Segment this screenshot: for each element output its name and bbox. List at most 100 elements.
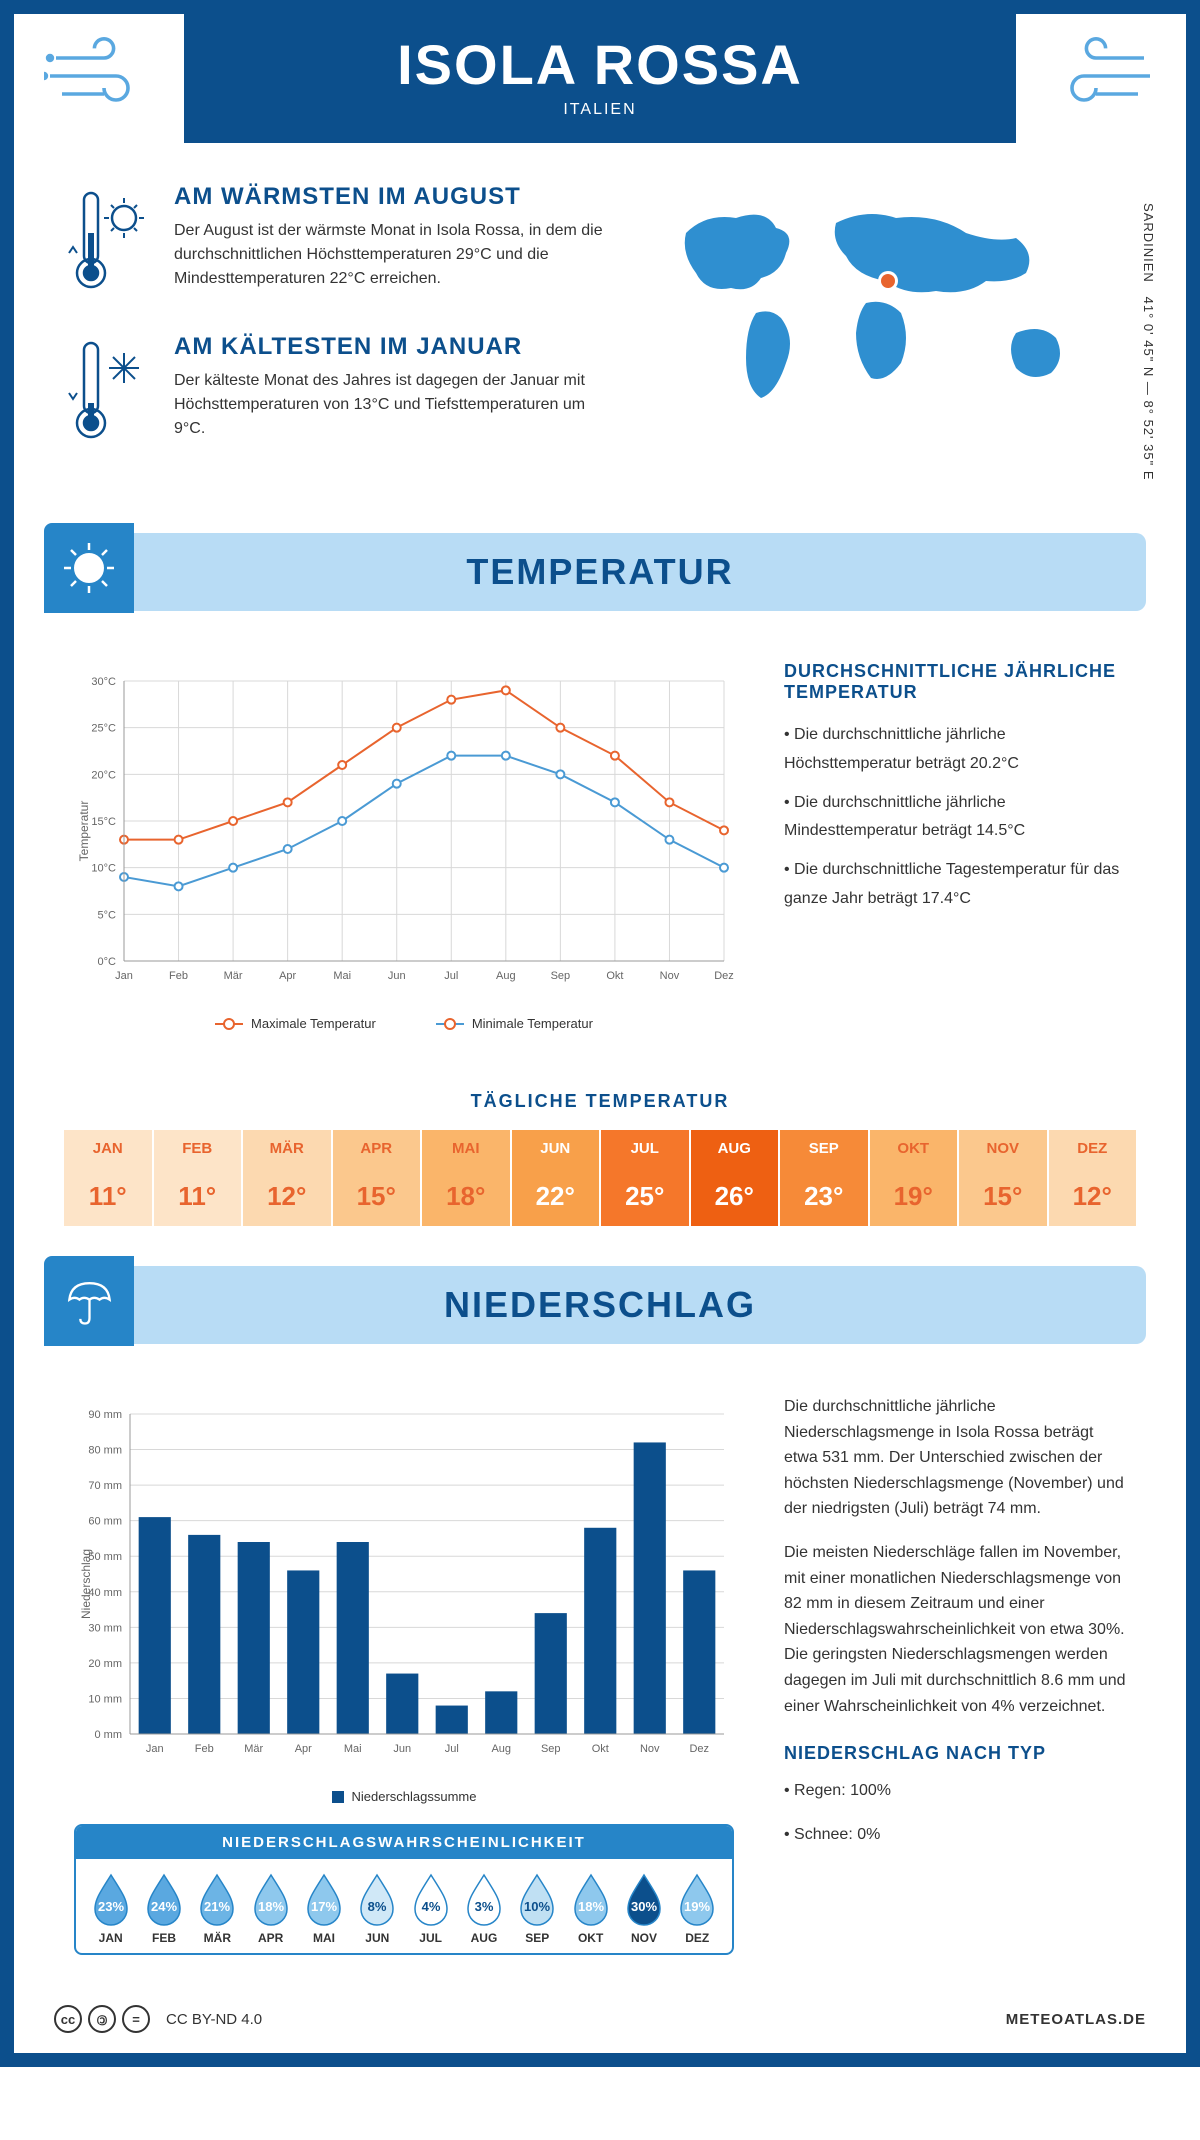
temp-cell: JUL25° <box>601 1130 691 1226</box>
coldest-block: AM KÄLTESTEN IM JANUAR Der kälteste Mona… <box>64 333 616 453</box>
temp-bullet-1: • Die durchschnittliche jährliche Höchst… <box>784 721 1126 779</box>
warmest-block: AM WÄRMSTEN IM AUGUST Der August ist der… <box>64 183 616 303</box>
svg-text:Mär: Mär <box>244 1743 263 1755</box>
svg-text:40 mm: 40 mm <box>88 1587 122 1599</box>
precipitation-bar-chart: 0 mm10 mm20 mm30 mm40 mm50 mm60 mm70 mm8… <box>74 1394 734 1774</box>
temp-bullet-3: • Die durchschnittliche Tagestemperatur … <box>784 856 1126 914</box>
temp-cell: JAN11° <box>64 1130 154 1226</box>
svg-text:Feb: Feb <box>169 970 188 982</box>
drop-cell: 21%MÄR <box>191 1871 244 1945</box>
drop-cell: 17%MAI <box>297 1871 350 1945</box>
svg-text:Apr: Apr <box>279 970 296 982</box>
svg-text:Jan: Jan <box>115 970 133 982</box>
temp-cell: JUN22° <box>512 1130 602 1226</box>
svg-text:20 mm: 20 mm <box>88 1658 122 1670</box>
drop-cell: 19%DEZ <box>671 1871 724 1945</box>
precip-legend: Niederschlagssumme <box>352 1789 477 1804</box>
svg-text:Temperatur: Temperatur <box>77 801 91 862</box>
svg-text:80 mm: 80 mm <box>88 1445 122 1457</box>
svg-text:Okt: Okt <box>592 1743 609 1755</box>
temp-cell: FEB11° <box>154 1130 244 1226</box>
svg-text:15°C: 15°C <box>91 816 116 828</box>
svg-text:Mai: Mai <box>333 970 351 982</box>
sun-icon <box>59 538 119 598</box>
svg-text:Nov: Nov <box>660 970 680 982</box>
drop-cell: 18%OKT <box>564 1871 617 1945</box>
svg-text:Jun: Jun <box>388 970 406 982</box>
svg-text:Dez: Dez <box>689 1743 709 1755</box>
temp-cell: DEZ12° <box>1049 1130 1137 1226</box>
temp-cell: SEP23° <box>780 1130 870 1226</box>
page-subtitle: ITALIEN <box>184 101 1016 119</box>
precip-type-2: • Schnee: 0% <box>784 1822 1126 1848</box>
drop-cell: 8%JUN <box>351 1871 404 1945</box>
svg-text:10 mm: 10 mm <box>88 1693 122 1705</box>
drop-cell: 3%AUG <box>457 1871 510 1945</box>
legend-min-label: Minimale Temperatur <box>472 1016 593 1031</box>
svg-text:0°C: 0°C <box>98 956 117 968</box>
svg-text:Sep: Sep <box>551 970 571 982</box>
precip-probability-box: NIEDERSCHLAGSWAHRSCHEINLICHKEIT 23%JAN 24… <box>74 1824 734 1955</box>
svg-text:50 mm: 50 mm <box>88 1551 122 1563</box>
svg-text:Mär: Mär <box>224 970 243 982</box>
drop-cell: 23%JAN <box>84 1871 137 1945</box>
legend-max-label: Maximale Temperatur <box>251 1016 376 1031</box>
drop-cell: 30%NOV <box>617 1871 670 1945</box>
svg-text:3%: 3% <box>475 1899 494 1914</box>
drop-cell: 4%JUL <box>404 1871 457 1945</box>
svg-text:21%: 21% <box>204 1899 230 1914</box>
svg-text:Jul: Jul <box>444 970 458 982</box>
license-badges: cc🄯= CC BY-ND 4.0 <box>54 2005 262 2033</box>
svg-text:4%: 4% <box>421 1899 440 1914</box>
precip-para-1: Die durchschnittliche jährliche Niedersc… <box>784 1394 1126 1522</box>
temperature-line-chart: 0°C 5°C 10°C 15°C 20°C 25°C 30°C Jan Feb Mär Apr Ma… <box>74 661 734 1001</box>
precip-prob-title: NIEDERSCHLAGSWAHRSCHEINLICHKEIT <box>76 1826 732 1859</box>
page-title: ISOLA ROSSA <box>184 32 1016 97</box>
thermometer-hot-icon <box>64 183 154 303</box>
temp-cell: OKT19° <box>870 1130 960 1226</box>
svg-text:30°C: 30°C <box>91 676 116 688</box>
svg-text:Jun: Jun <box>393 1743 411 1755</box>
svg-text:25°C: 25°C <box>91 723 116 735</box>
svg-text:70 mm: 70 mm <box>88 1480 122 1492</box>
svg-text:Niederschlag: Niederschlag <box>79 1549 93 1619</box>
svg-text:5°C: 5°C <box>98 909 117 921</box>
wind-icon-right <box>1036 34 1156 118</box>
svg-text:Apr: Apr <box>295 1743 312 1755</box>
svg-text:24%: 24% <box>151 1899 177 1914</box>
drop-cell: 18%APR <box>244 1871 297 1945</box>
temp-cell: APR15° <box>333 1130 423 1226</box>
footer: cc🄯= CC BY-ND 4.0 METEOATLAS.DE <box>14 1985 1186 2053</box>
temp-cell: AUG26° <box>691 1130 781 1226</box>
svg-text:Nov: Nov <box>640 1743 660 1755</box>
svg-text:Jan: Jan <box>146 1743 164 1755</box>
temp-info-heading: DURCHSCHNITTLICHE JÄHRLICHE TEMPERATUR <box>784 661 1126 703</box>
thermometer-cold-icon <box>64 333 154 453</box>
svg-text:17%: 17% <box>311 1899 337 1914</box>
precip-type-heading: NIEDERSCHLAG NACH TYP <box>784 1739 1126 1768</box>
temp-cell: NOV15° <box>959 1130 1049 1226</box>
site-name: METEOATLAS.DE <box>1006 2011 1146 2028</box>
daily-temp-title: TÄGLICHE TEMPERATUR <box>14 1091 1186 1112</box>
temperature-section-header: TEMPERATUR <box>54 533 1146 611</box>
precip-type-1: • Regen: 100% <box>784 1778 1126 1804</box>
daily-temp-table: JAN11°FEB11°MÄR12°APR15°MAI18°JUN22°JUL2… <box>64 1130 1136 1226</box>
temperature-title: TEMPERATUR <box>54 551 1146 593</box>
svg-text:18%: 18% <box>258 1899 284 1914</box>
svg-text:19%: 19% <box>684 1899 710 1914</box>
svg-text:20°C: 20°C <box>91 769 116 781</box>
header-banner: ISOLA ROSSA ITALIEN <box>184 14 1016 143</box>
svg-text:Mai: Mai <box>344 1743 362 1755</box>
coordinates: SARDINIEN 41° 0' 45" N — 8° 52' 35" E <box>1141 203 1156 481</box>
svg-text:Sep: Sep <box>541 1743 561 1755</box>
svg-text:10°C: 10°C <box>91 863 116 875</box>
svg-text:10%: 10% <box>524 1899 550 1914</box>
svg-text:Jul: Jul <box>445 1743 459 1755</box>
svg-text:Feb: Feb <box>195 1743 214 1755</box>
temp-cell: MÄR12° <box>243 1130 333 1226</box>
svg-text:30 mm: 30 mm <box>88 1622 122 1634</box>
svg-text:18%: 18% <box>578 1899 604 1914</box>
world-map: SARDINIEN 41° 0' 45" N — 8° 52' 35" E <box>656 183 1136 483</box>
svg-text:30%: 30% <box>631 1899 657 1914</box>
svg-text:Okt: Okt <box>606 970 623 982</box>
